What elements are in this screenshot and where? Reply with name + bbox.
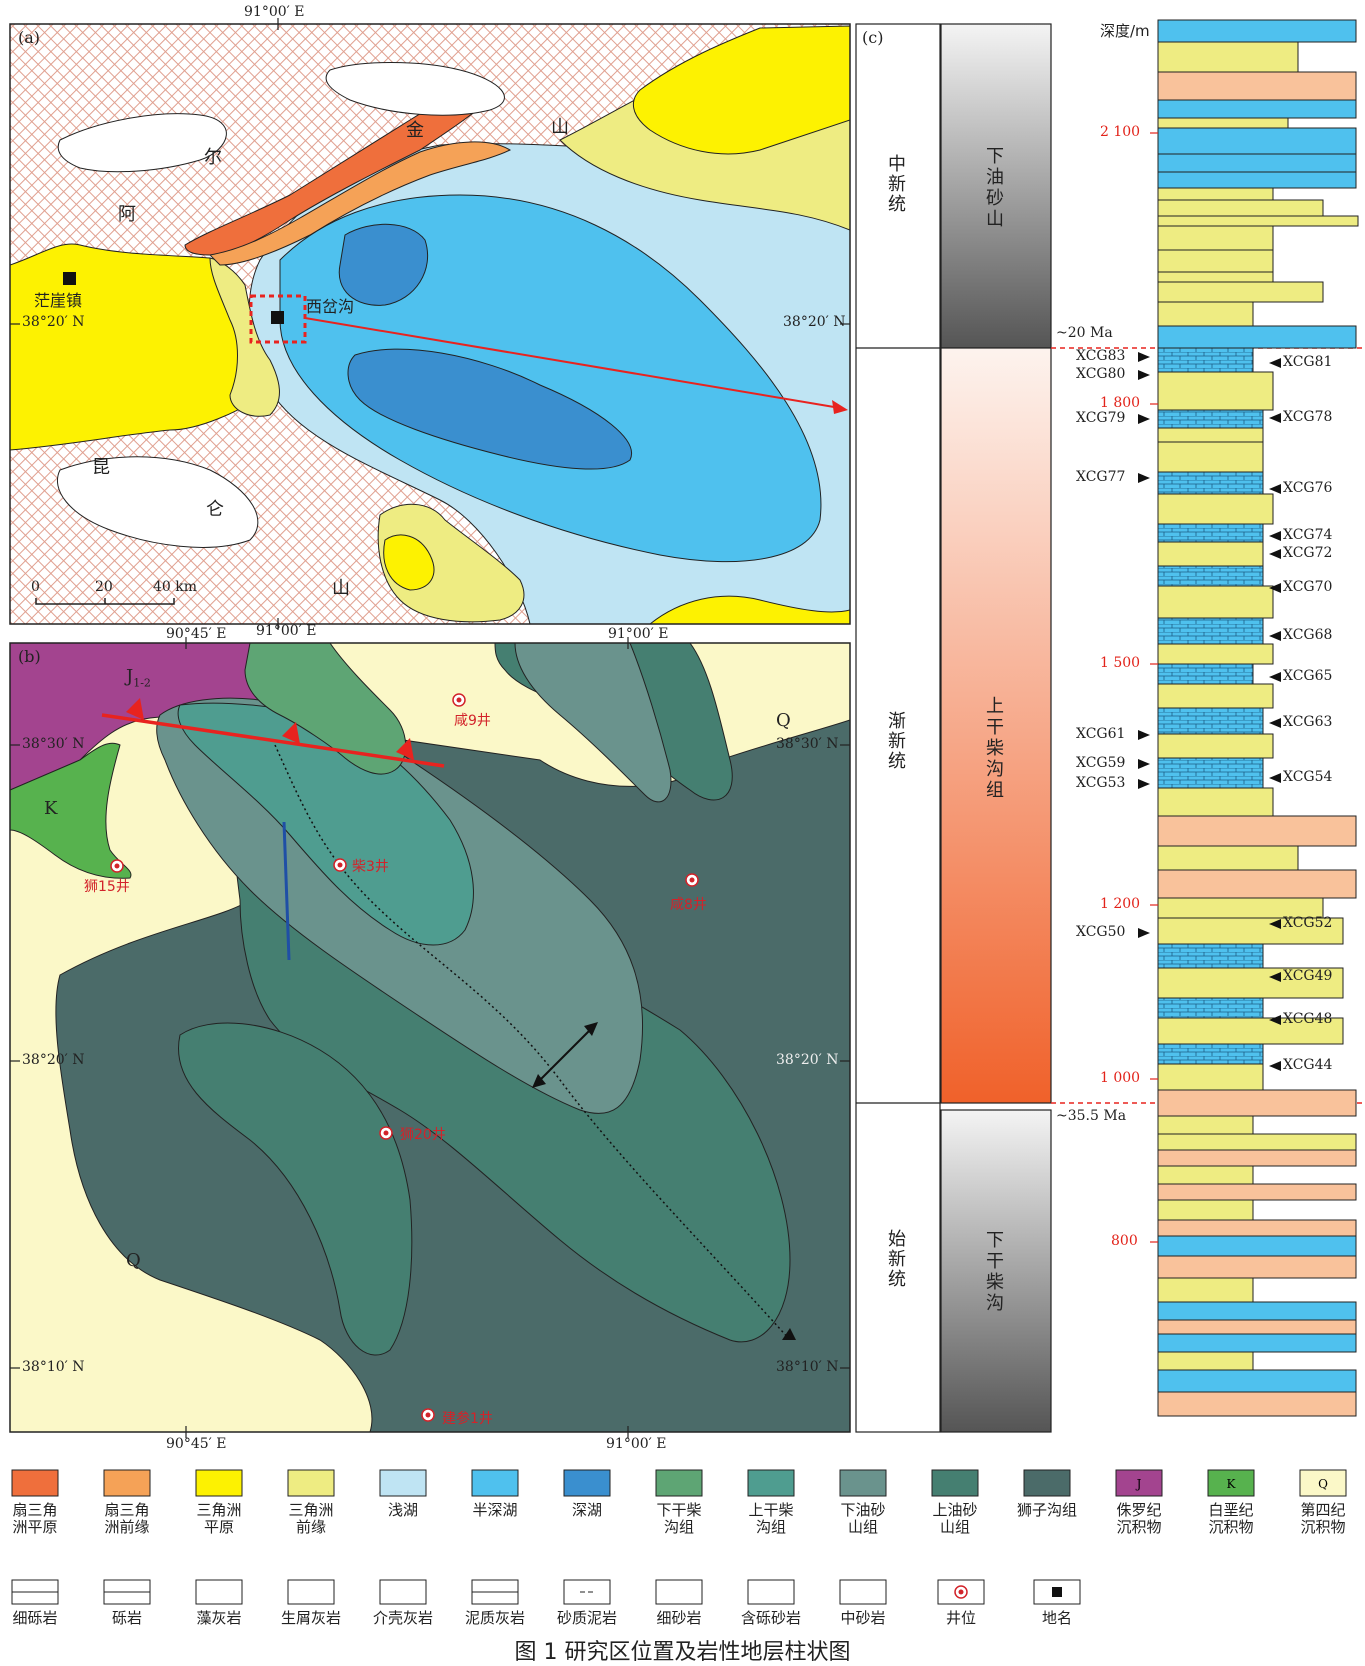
link-arrow-head — [832, 400, 848, 414]
legend-symbol-label-7: 细砂岩 — [656, 1609, 702, 1627]
legend-label-11: 狮子沟组 — [1016, 1501, 1077, 1519]
legend-label-2: 三角洲 平原 — [196, 1501, 242, 1536]
legend-swatch-11 — [1023, 1469, 1071, 1497]
legend-swatch-4 — [379, 1469, 427, 1497]
legend-symbol-label-11: 地名 — [1041, 1609, 1072, 1627]
legend-label-6: 深湖 — [571, 1501, 602, 1519]
legend-swatch-6 — [563, 1469, 611, 1497]
legend-swatch-1 — [103, 1469, 151, 1497]
cretaceous-unit — [10, 742, 132, 879]
scale-bar — [35, 598, 175, 605]
legend-label-9: 下油砂 山组 — [840, 1501, 886, 1536]
legend-symbol-label-0: 细砾岩 — [12, 1609, 58, 1627]
panel-b-map — [9, 637, 851, 1438]
link-arrow-line — [304, 317, 841, 409]
legend-label-14: 第四纪 沉积物 — [1300, 1501, 1346, 1536]
legend-symbol-label-5: 泥质灰岩 — [464, 1609, 525, 1627]
figure-caption: 图 1 研究区位置及岩性地层柱状图 — [514, 1640, 851, 1665]
legend-swatch-14 — [1299, 1469, 1347, 1497]
legend-label-13: 白垩纪 沉积物 — [1208, 1501, 1254, 1536]
legend-symbol-label-4: 介壳灰岩 — [372, 1609, 433, 1627]
delta-plain-southeast — [649, 595, 850, 624]
legend-swatch-code-13: K — [1227, 1477, 1237, 1491]
mountain-patch-1 — [57, 113, 227, 173]
section-line — [282, 821, 291, 961]
site-marker — [271, 311, 284, 324]
cross-arrow-line — [539, 1029, 591, 1081]
legend-swatch-3 — [287, 1469, 335, 1497]
legend-symbol-label-3: 生屑灰岩 — [280, 1609, 341, 1627]
town-marker — [63, 272, 76, 285]
legend-label-12: 侏罗纪 沉积物 — [1116, 1501, 1162, 1536]
delta-south — [377, 503, 525, 623]
anticline-axis — [274, 744, 791, 1341]
legend-swatch-12 — [1115, 1469, 1163, 1497]
legend-symbol-label-2: 藻灰岩 — [196, 1609, 242, 1627]
lithology-column — [1157, 19, 1359, 1417]
legend-swatch-5 — [471, 1469, 519, 1497]
legend-swatch-7 — [655, 1469, 703, 1497]
legend-symbol-label-1: 砾岩 — [111, 1609, 142, 1627]
legend-row2-symbols — [11, 1579, 1081, 1605]
lower-youshashan-north-lobe — [514, 643, 672, 803]
thrust-fault-line — [101, 713, 445, 768]
deep-lake-north — [338, 223, 429, 306]
panel-a-map — [9, 18, 851, 630]
lower-ganchaigou-unit — [244, 643, 407, 775]
legend-swatch-9 — [839, 1469, 887, 1497]
delta-plain-south — [383, 534, 435, 591]
legend-label-0: 扇三角 洲平原 — [12, 1501, 58, 1536]
legend-swatch-13 — [1207, 1469, 1255, 1497]
legend-label-7: 下干柴 沟组 — [656, 1501, 702, 1536]
legend-label-1: 扇三角 洲前缘 — [104, 1501, 150, 1536]
formation-bar-top — [940, 23, 1052, 349]
delta-plain-northeast — [632, 25, 850, 155]
legend-swatch-code-14: Q — [1318, 1477, 1328, 1491]
mountain-patch-2 — [325, 62, 505, 116]
formation-bar-bottom — [940, 1109, 1052, 1433]
legend-label-8: 上干柴 沟组 — [748, 1501, 794, 1536]
legend-symbol-label-10: 井位 — [945, 1609, 976, 1627]
legend-label-10: 上油砂 山组 — [932, 1501, 978, 1536]
legend-symbol-label-9: 中砂岩 — [840, 1609, 886, 1627]
legend-label-5: 半深湖 — [472, 1501, 518, 1519]
mountain-patch-3 — [57, 456, 259, 548]
legend-swatch-8 — [747, 1469, 795, 1497]
legend-label-4: 浅湖 — [387, 1501, 418, 1519]
formation-bar-middle — [940, 347, 1052, 1104]
fan-delta-front — [208, 141, 512, 266]
delta-front-west — [209, 257, 280, 417]
legend-symbol-label-8: 含砾砂岩 — [740, 1609, 801, 1627]
legend-swatch-2 — [195, 1469, 243, 1497]
legend-swatch-0 — [11, 1469, 59, 1497]
fault-tooth-3 — [396, 738, 414, 760]
axis-arrowhead — [782, 1328, 796, 1340]
legend-swatch-10 — [931, 1469, 979, 1497]
fault-tooth-1 — [126, 698, 144, 720]
legend-symbol-label-6: 砂质泥岩 — [556, 1609, 617, 1627]
legend-swatch-code-12: J — [1135, 1477, 1142, 1491]
fault-tooth-2 — [282, 722, 300, 744]
legend-label-3: 三角洲 前缘 — [288, 1501, 334, 1536]
upper-youshashan-south — [178, 1022, 413, 1356]
deep-lake-central — [347, 348, 632, 470]
panel-c-column — [855, 19, 1365, 1433]
